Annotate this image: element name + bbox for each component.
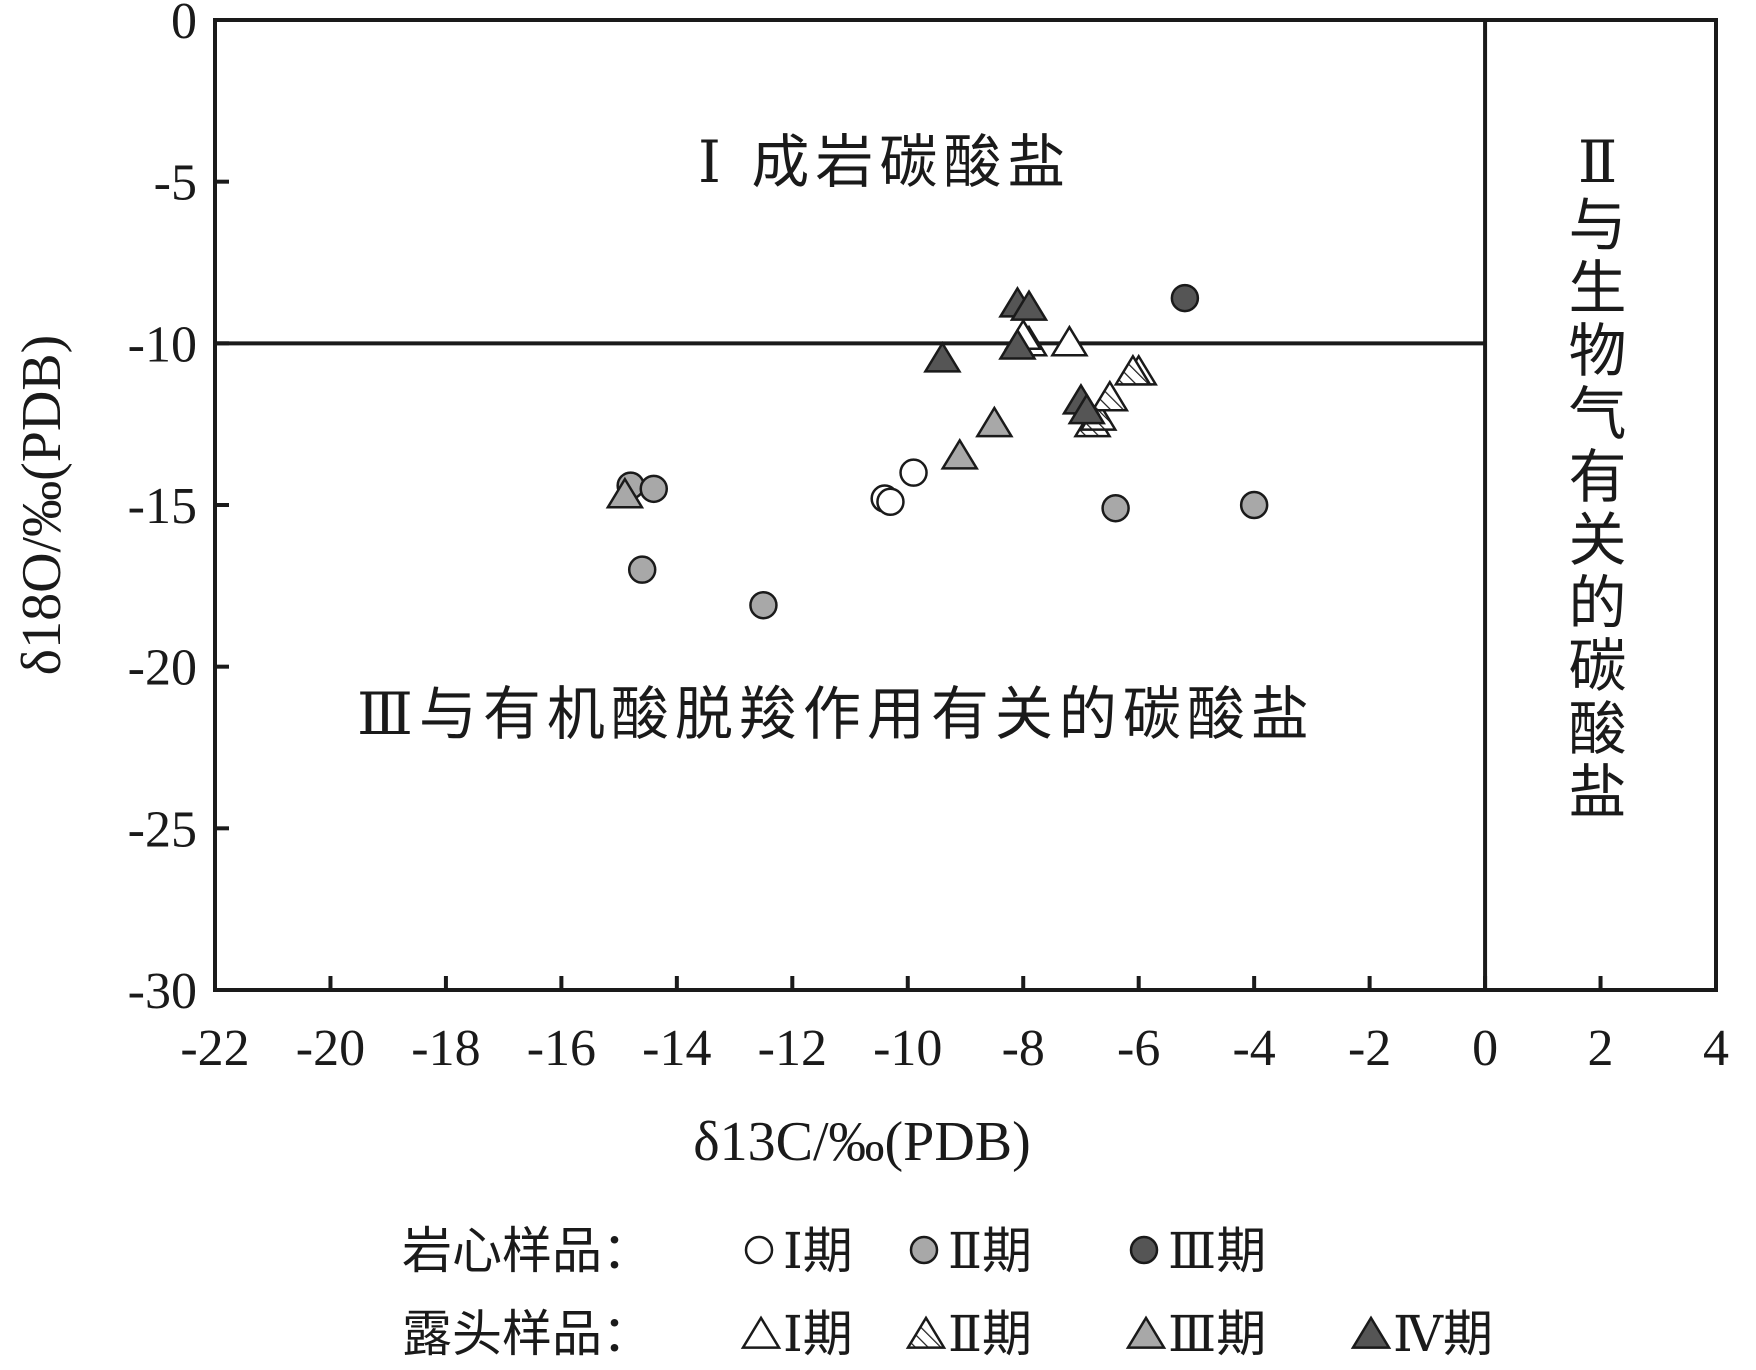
legend-marker-triangle	[740, 1315, 782, 1349]
x-tick-label: -20	[296, 1020, 365, 1077]
y-axis-title: δ18O/‰(PDB)	[11, 335, 73, 676]
data-point-circle	[1239, 490, 1269, 520]
region-ii-char: Ⅱ	[1578, 128, 1623, 196]
region-iii-label: Ⅲ与有机酸脱羧作用有关的碳酸盐	[357, 680, 1315, 748]
region-ii-char: 酸	[1569, 695, 1633, 763]
legend-item-label: Ⅲ期	[1168, 1222, 1266, 1280]
legend-marker-triangle	[905, 1315, 947, 1349]
x-tick-label: -6	[1117, 1020, 1160, 1077]
x-tick-label: 0	[1472, 1020, 1498, 1077]
legend-marker-triangle	[1350, 1315, 1392, 1349]
region-ii-char: 气	[1569, 380, 1633, 448]
x-tick-label: -10	[873, 1020, 942, 1077]
legend-marker-circle	[1129, 1235, 1159, 1265]
data-point-triangle	[1090, 379, 1130, 412]
data-point-circle	[1101, 493, 1130, 523]
y-tick-label: -30	[128, 963, 197, 1020]
region-ii-char: 的	[1569, 569, 1633, 637]
x-tick-label: -22	[180, 1020, 249, 1077]
y-tick-label: -5	[154, 155, 197, 212]
data-point-triangle	[605, 476, 645, 509]
y-tick-label: -10	[128, 316, 197, 373]
x-tick-label: -8	[1002, 1020, 1045, 1077]
data-point-triangle	[975, 405, 1014, 438]
y-tick-label: -25	[128, 801, 197, 858]
region-ii-char: 碳	[1569, 632, 1633, 700]
x-tick-label: -12	[758, 1020, 827, 1077]
region-ii-char: 生	[1569, 254, 1633, 322]
data-point-triangle	[923, 340, 962, 373]
x-tick-label: -2	[1348, 1020, 1391, 1077]
legend-item-label: Ⅲ期	[1168, 1305, 1266, 1363]
data-point-triangle	[940, 437, 979, 470]
legend-group-label: 露头样品：	[402, 1305, 652, 1363]
region-ii-char: 有	[1569, 443, 1633, 511]
legend-group-label: 岩心样品：	[402, 1222, 652, 1280]
data-point-triangle	[998, 328, 1037, 360]
data-point-triangle	[1009, 289, 1049, 321]
data-point-circle	[627, 555, 657, 584]
legend-item-label: Ⅰ期	[783, 1305, 853, 1363]
y-tick-label: -20	[128, 640, 197, 697]
data-point-circle	[876, 487, 905, 517]
region-ii-char: 关	[1569, 506, 1633, 574]
data-point-triangle	[1113, 353, 1153, 386]
data-point-circle	[749, 590, 778, 620]
x-tick-label: -14	[642, 1020, 711, 1077]
legend-item-label: Ⅱ期	[948, 1305, 1032, 1363]
y-tick-label: -15	[128, 478, 197, 535]
legend-item-label: Ⅳ期	[1393, 1305, 1493, 1363]
legend-marker-circle	[744, 1235, 774, 1265]
x-tick-label: 2	[1588, 1020, 1614, 1077]
data-point-triangle	[1067, 392, 1106, 425]
x-tick-label: -16	[527, 1020, 596, 1077]
legend-item-label: Ⅰ期	[783, 1222, 853, 1280]
legend-item-label: Ⅱ期	[948, 1222, 1032, 1280]
legend-marker-circle	[909, 1235, 939, 1265]
region-ii-char: 盐	[1569, 758, 1633, 826]
x-tick-label: -4	[1232, 1020, 1275, 1077]
legend-marker-triangle	[1125, 1315, 1167, 1349]
x-tick-label: -18	[411, 1020, 480, 1077]
x-tick-label: 4	[1703, 1020, 1729, 1077]
data-point-circle	[899, 458, 928, 487]
region-i-label: Ⅰ 成岩碳酸盐	[698, 128, 1071, 196]
data-point-circle	[639, 474, 669, 504]
data-point-triangle	[1050, 324, 1089, 357]
data-point-circle	[1170, 283, 1200, 313]
region-ii-char: 物	[1569, 317, 1633, 385]
region-ii-char: 与	[1569, 191, 1633, 259]
y-tick-label: 0	[171, 0, 197, 50]
x-axis-title: δ13C/‰(PDB)	[693, 1111, 1031, 1173]
